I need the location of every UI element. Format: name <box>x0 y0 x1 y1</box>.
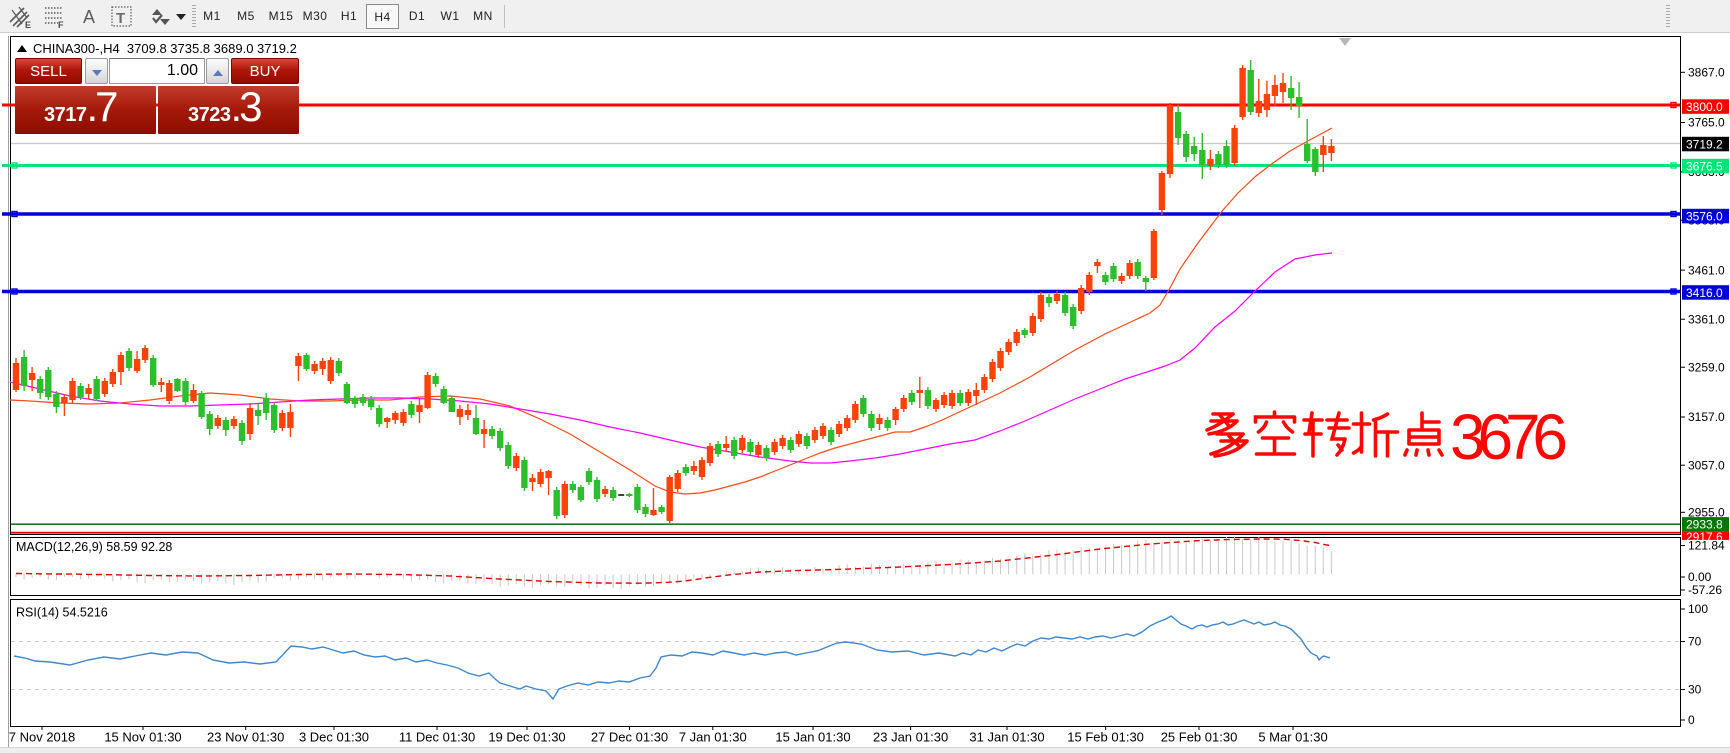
svg-text:F: F <box>58 20 64 30</box>
svg-text:31 Jan 01:30: 31 Jan 01:30 <box>969 730 1044 745</box>
svg-text:2933.8: 2933.8 <box>1686 518 1723 532</box>
svg-text:15 Feb 01:30: 15 Feb 01:30 <box>1067 730 1144 745</box>
svg-text:3800.0: 3800.0 <box>1686 100 1723 114</box>
svg-text:2955.0: 2955.0 <box>1688 506 1725 520</box>
svg-text:3 Dec 01:30: 3 Dec 01:30 <box>299 730 369 745</box>
svg-text:15 Nov 01:30: 15 Nov 01:30 <box>104 730 181 745</box>
svg-text:3057.0: 3057.0 <box>1688 458 1725 472</box>
svg-text:3461.0: 3461.0 <box>1688 263 1725 277</box>
svg-text:70: 70 <box>1688 635 1702 649</box>
svg-text:100: 100 <box>1688 602 1708 616</box>
svg-text:3719.2: 3719.2 <box>1686 137 1723 151</box>
svg-text:121.84: 121.84 <box>1688 539 1725 553</box>
svg-text:MACD(12,26,9) 58.59 92.28: MACD(12,26,9) 58.59 92.28 <box>16 540 172 554</box>
svg-text:3259.0: 3259.0 <box>1688 360 1725 374</box>
svg-text:25 Feb 01:30: 25 Feb 01:30 <box>1161 730 1238 745</box>
svg-text:19 Dec 01:30: 19 Dec 01:30 <box>488 730 565 745</box>
svg-text:7 Nov 2018: 7 Nov 2018 <box>9 730 76 745</box>
svg-text:7 Jan 01:30: 7 Jan 01:30 <box>679 730 747 745</box>
svg-text:11 Dec 01:30: 11 Dec 01:30 <box>399 730 475 745</box>
svg-text:3676.5: 3676.5 <box>1686 159 1723 173</box>
svg-text:27 Dec 01:30: 27 Dec 01:30 <box>591 730 668 745</box>
svg-text:3765.0: 3765.0 <box>1688 116 1725 130</box>
svg-text:A: A <box>83 7 95 27</box>
svg-text:3676: 3676 <box>1450 401 1568 473</box>
svg-text:3416.0: 3416.0 <box>1686 286 1723 300</box>
svg-text:-57.26: -57.26 <box>1688 583 1722 597</box>
svg-text:5 Mar 01:30: 5 Mar 01:30 <box>1258 730 1327 745</box>
svg-text:30: 30 <box>1688 683 1702 697</box>
svg-text:3361.0: 3361.0 <box>1688 312 1725 326</box>
svg-text:23 Jan 01:30: 23 Jan 01:30 <box>873 730 948 745</box>
svg-text:3576.0: 3576.0 <box>1686 209 1723 223</box>
svg-text:0: 0 <box>1688 713 1695 727</box>
svg-text:E: E <box>25 20 31 30</box>
svg-text:3867.0: 3867.0 <box>1688 66 1725 80</box>
svg-text:0.00: 0.00 <box>1688 570 1712 584</box>
svg-text:2917.6: 2917.6 <box>1686 530 1723 544</box>
svg-text:23 Nov 01:30: 23 Nov 01:30 <box>207 730 284 745</box>
svg-text:RSI(14) 54.5216: RSI(14) 54.5216 <box>16 606 108 620</box>
svg-text:3157.0: 3157.0 <box>1688 410 1725 424</box>
svg-text:15 Jan 01:30: 15 Jan 01:30 <box>775 730 850 745</box>
svg-text:T: T <box>116 10 125 27</box>
